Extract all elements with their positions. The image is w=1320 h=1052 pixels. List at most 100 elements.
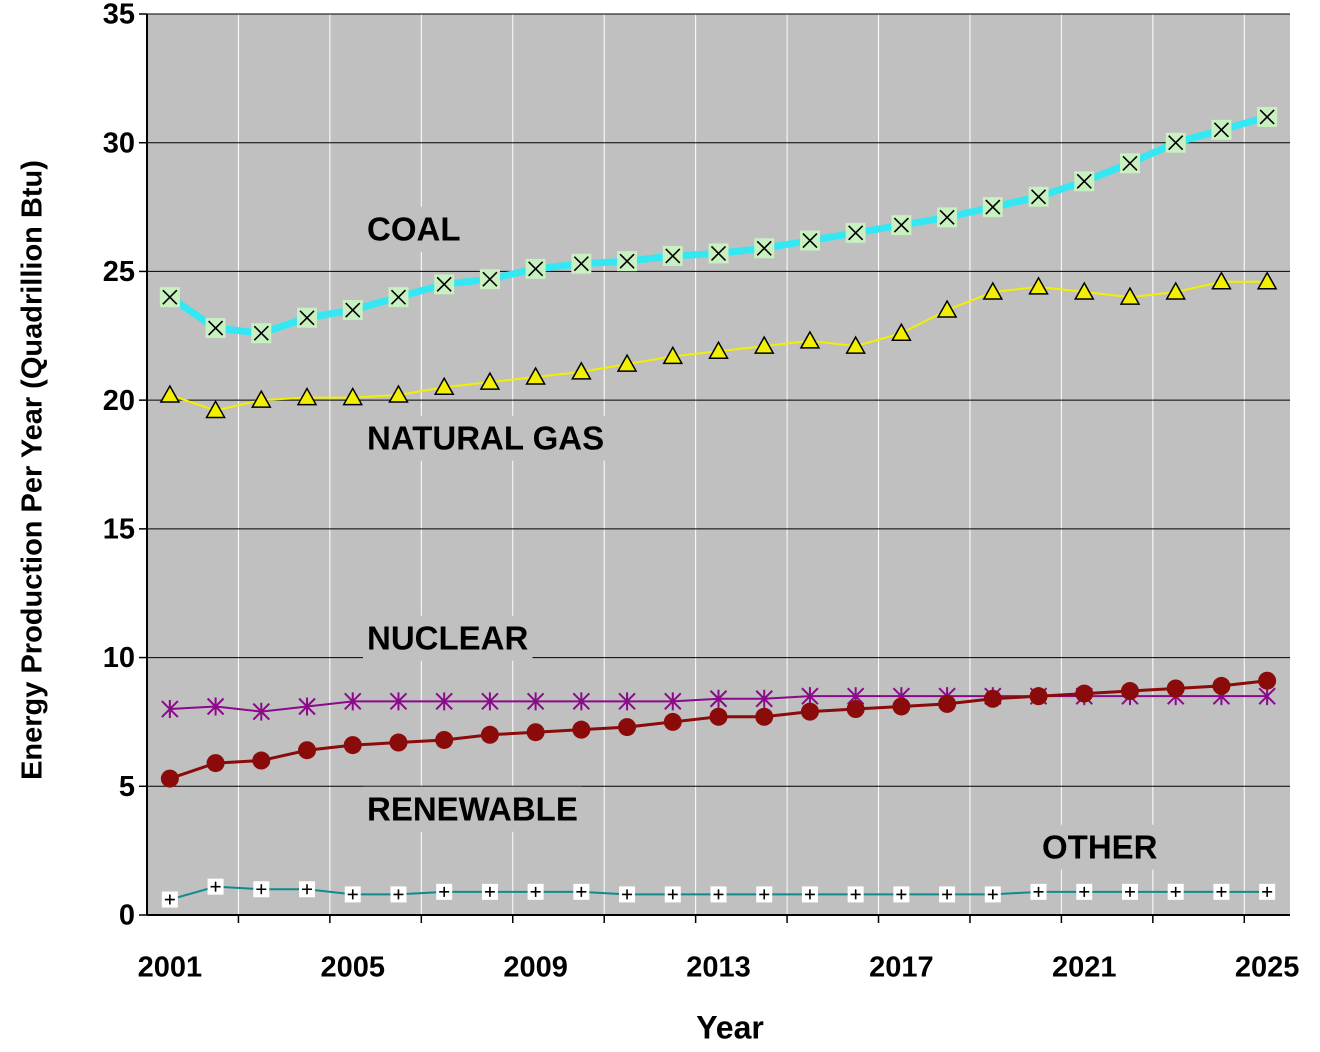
marker-triangle [251, 389, 272, 408]
data-point [435, 692, 453, 711]
marker-circle [1258, 671, 1277, 690]
marker-x [1259, 109, 1275, 125]
marker-triangle [708, 340, 729, 359]
data-point [1029, 687, 1048, 706]
y-axis-title: Energy Production Per Year (Quadrillion … [17, 160, 49, 780]
marker-x [710, 245, 727, 261]
marker-circle [983, 689, 1002, 708]
data-point [799, 230, 820, 251]
y-tick-label: 30 [103, 127, 135, 159]
data-point [709, 707, 728, 726]
marker-plus [1216, 886, 1227, 897]
marker-plus [576, 886, 587, 897]
data-point [526, 692, 545, 711]
y-tick-label: 5 [119, 771, 135, 803]
marker-circle [800, 702, 819, 721]
data-point [616, 353, 638, 372]
series-label-bg [363, 415, 609, 461]
marker-triangle [891, 322, 912, 341]
marker-plus [256, 884, 267, 895]
data-point [1028, 186, 1049, 207]
data-point [1074, 171, 1095, 192]
marker-plus [347, 889, 358, 900]
marker-x [848, 225, 864, 241]
data-point [1073, 281, 1095, 300]
data-point [800, 702, 819, 721]
marker-circle [572, 720, 591, 739]
data-point [207, 878, 224, 895]
data-point [617, 251, 638, 272]
data-point [1213, 883, 1230, 900]
data-point [159, 384, 181, 403]
marker-circle [435, 730, 454, 749]
marker-x [253, 325, 269, 341]
marker-plus [942, 889, 953, 900]
data-point [663, 712, 682, 731]
y-tick-label: 35 [103, 0, 135, 31]
marker-triangle [1028, 276, 1049, 295]
data-point [938, 694, 957, 713]
marker-asterisk [206, 697, 225, 716]
marker-plus [667, 889, 678, 900]
marker-plus [439, 886, 450, 897]
marker-circle [892, 697, 911, 716]
marker-circle [389, 733, 408, 752]
data-point [479, 371, 501, 390]
data-point [298, 741, 317, 760]
data-point [1028, 276, 1049, 295]
marker-triangle [616, 353, 638, 372]
marker-circle [1029, 687, 1048, 706]
series-label-bg [363, 206, 465, 252]
data-point [1165, 281, 1186, 300]
marker-x [893, 217, 909, 233]
marker-plus [622, 889, 633, 900]
marker-plus [1124, 886, 1135, 897]
marker-triangle [388, 384, 409, 403]
data-point [754, 238, 775, 259]
y-tick-label: 20 [103, 385, 135, 417]
data-point [984, 886, 1001, 903]
series-label: NUCLEAR [367, 620, 528, 657]
marker-triangle [799, 330, 821, 349]
data-point [1076, 883, 1093, 900]
marker-x [1213, 122, 1229, 138]
marker-asterisk [161, 700, 179, 719]
marker-x [573, 256, 589, 272]
data-point [892, 697, 911, 716]
marker-triangle [479, 371, 501, 390]
data-point [1075, 684, 1094, 703]
x-tick-label: 2017 [869, 952, 934, 984]
marker-triangle [342, 387, 364, 406]
data-point [433, 376, 455, 396]
marker-x [208, 320, 224, 336]
data-point [891, 215, 912, 236]
data-point [1119, 153, 1140, 174]
marker-plus [1262, 886, 1273, 897]
marker-asterisk [298, 697, 316, 716]
data-point [756, 886, 773, 903]
data-point [936, 299, 958, 318]
marker-circle [343, 736, 362, 755]
y-tick-label: 10 [103, 642, 135, 674]
marker-triangle [1256, 271, 1278, 290]
marker-asterisk [526, 692, 545, 711]
data-point [205, 318, 226, 339]
data-point [709, 689, 728, 708]
data-point [389, 733, 408, 752]
marker-triangle [571, 361, 592, 380]
data-point [1165, 132, 1186, 153]
data-point [1120, 682, 1139, 701]
marker-circle [480, 725, 499, 744]
data-point [1121, 883, 1138, 900]
marker-circle [618, 718, 637, 737]
marker-circle [298, 741, 317, 760]
data-point [753, 335, 775, 354]
data-point [1211, 119, 1232, 140]
marker-circle [938, 694, 957, 713]
marker-x [162, 289, 178, 305]
marker-triangle [845, 335, 866, 354]
marker-asterisk [755, 689, 773, 708]
data-point [298, 697, 316, 716]
marker-triangle [1165, 281, 1186, 300]
data-point [161, 700, 179, 719]
